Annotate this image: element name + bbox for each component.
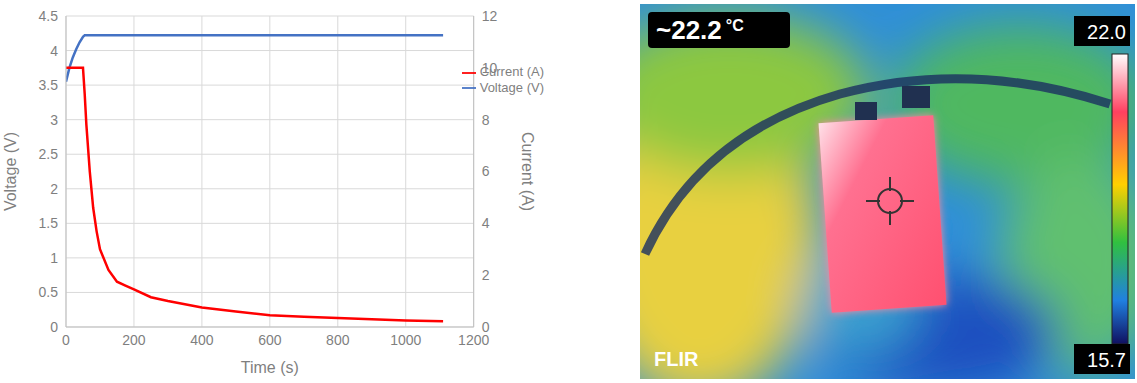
svg-text:800: 800 (326, 332, 350, 348)
svg-text:15.7: 15.7 (1087, 349, 1126, 371)
svg-text:22.0: 22.0 (1087, 21, 1126, 43)
svg-text:600: 600 (258, 332, 282, 348)
svg-text:8: 8 (482, 112, 490, 128)
svg-text:4.5: 4.5 (39, 8, 59, 24)
svg-text:0: 0 (482, 319, 490, 335)
svg-text:FLIR: FLIR (654, 348, 699, 370)
svg-text:0.5: 0.5 (39, 284, 59, 300)
svg-text:~22.2°C: ~22.2°C (656, 15, 744, 45)
svg-text:1: 1 (50, 250, 58, 266)
svg-text:1.5: 1.5 (39, 215, 59, 231)
svg-text:Voltage (V): Voltage (V) (2, 132, 19, 211)
svg-text:1000: 1000 (390, 332, 421, 348)
svg-text:3.5: 3.5 (39, 77, 59, 93)
svg-text:4: 4 (482, 215, 490, 231)
svg-text:Time (s): Time (s) (241, 359, 299, 376)
svg-text:12: 12 (482, 8, 498, 24)
svg-text:0: 0 (50, 319, 58, 335)
svg-text:6: 6 (482, 163, 490, 179)
svg-text:2: 2 (50, 181, 58, 197)
svg-text:3: 3 (50, 112, 58, 128)
svg-text:2.5: 2.5 (39, 146, 59, 162)
svg-text:4: 4 (50, 43, 58, 59)
svg-text:2: 2 (482, 267, 490, 283)
svg-text:200: 200 (122, 332, 146, 348)
svg-text:Current (A): Current (A) (519, 132, 536, 211)
svg-text:10: 10 (482, 60, 498, 76)
svg-text:0: 0 (62, 332, 70, 348)
svg-text:400: 400 (190, 332, 214, 348)
